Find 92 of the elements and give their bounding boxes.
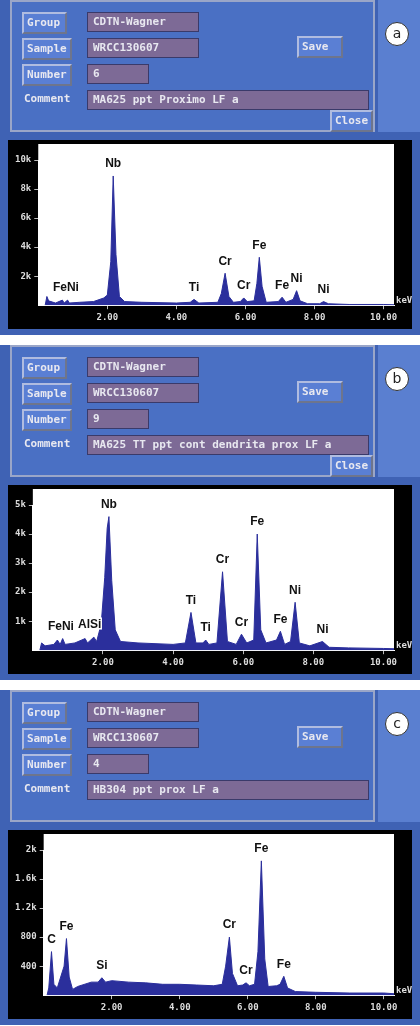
annotation: Ni — [290, 270, 303, 285]
y-tick-label: 4k — [14, 528, 27, 539]
annotation: Fe — [276, 956, 292, 971]
text: MA625 TT ppt cont dendrita prox LF a — [87, 435, 369, 455]
y-tick-label: 8k — [20, 183, 32, 194]
text: Save — [297, 381, 343, 403]
annotation: FeNi — [47, 618, 74, 633]
y-tick-label: 4k — [20, 241, 32, 252]
text: CDTN-Wagner — [87, 12, 199, 32]
annotation: Fe — [59, 918, 74, 933]
annotation: Ni — [317, 281, 330, 296]
x-axis-title: keV — [396, 295, 413, 306]
y-tick-label: 10k — [14, 154, 32, 165]
x-tick-label: 6.00 — [232, 656, 255, 667]
x-tick-label: 2.00 — [96, 311, 119, 322]
y-tick-label: 800 — [20, 931, 37, 942]
x-tick-label: 8.00 — [304, 1001, 327, 1012]
text: Number — [22, 409, 72, 431]
annotation: Ti — [185, 592, 197, 607]
annotation: Si — [96, 958, 108, 973]
text: Sample — [22, 38, 72, 60]
annotation: Cr — [218, 253, 233, 268]
text: Sample — [22, 728, 72, 750]
annotation: Nb — [100, 496, 117, 511]
annotation: Fe — [275, 277, 290, 292]
text: HB304 ppt prox LF a — [87, 780, 369, 800]
annotation: Fe — [252, 237, 267, 252]
text: Number — [22, 64, 72, 86]
text: MA625 ppt Proximo LF a — [87, 90, 369, 110]
text: Save — [297, 726, 343, 748]
annotation: C — [47, 931, 57, 946]
annotation: Cr — [239, 963, 254, 978]
y-tick-label: 1.2k — [14, 902, 38, 913]
annotation: Nb — [105, 156, 122, 171]
y-tick-label: 1k — [14, 615, 27, 626]
text: Group — [22, 357, 67, 379]
y-tick-label: 1.6k — [14, 873, 38, 884]
annotation: Cr — [234, 614, 249, 629]
x-tick-label: 2.00 — [92, 656, 114, 667]
y-tick-label: 400 — [20, 960, 37, 971]
annotation: Ni — [316, 621, 329, 636]
x-axis-title: keV — [396, 640, 413, 651]
annotation: Cr — [222, 917, 237, 932]
annotation: Ti — [200, 620, 211, 635]
annotation: Fe — [250, 514, 265, 529]
chart-title: a — [385, 22, 409, 46]
text: 9 — [87, 409, 149, 429]
annotation: AlSi — [77, 617, 102, 632]
x-tick-label: 8.00 — [302, 656, 325, 667]
x-tick-label: 2.00 — [100, 1001, 123, 1012]
annotation: Fe — [254, 841, 269, 856]
text: Comment — [24, 781, 72, 797]
x-tick-label: 4.00 — [162, 656, 184, 667]
y-tick-label: 2k — [20, 270, 32, 281]
chart-title: c — [385, 712, 409, 736]
x-tick-label: 10.00 — [369, 656, 398, 667]
text: Group — [22, 12, 67, 34]
text: Number — [22, 754, 72, 776]
y-tick-label: 6k — [20, 212, 32, 223]
x-tick-label: 4.00 — [165, 311, 188, 322]
text: WRCC130607 — [87, 728, 199, 748]
text: Close — [330, 110, 374, 132]
x-tick-label: 6.00 — [234, 311, 257, 322]
text: Group — [22, 702, 67, 724]
text: WRCC130607 — [87, 38, 199, 58]
y-tick-label: 2k — [14, 586, 27, 597]
y-tick-label: 3k — [14, 557, 27, 568]
annotation: Cr — [237, 278, 251, 293]
y-tick-label: 2k — [25, 844, 38, 855]
x-tick-label: 10.00 — [370, 311, 398, 322]
annotation: FeNi — [52, 280, 79, 295]
text: Comment — [24, 91, 72, 107]
x-tick-label: 10.00 — [370, 1001, 398, 1012]
y-tick-label: 5k — [14, 499, 27, 510]
text: CDTN-Wagner — [87, 702, 199, 722]
annotation: Ti — [188, 279, 200, 294]
chart-title: b — [385, 367, 409, 391]
annotation: Ni — [289, 582, 302, 597]
x-tick-label: 6.00 — [236, 1001, 259, 1012]
text: Comment — [24, 436, 72, 452]
x-tick-label: 4.00 — [168, 1001, 191, 1012]
annotation: Fe — [273, 611, 288, 626]
x-axis-title: keV — [396, 985, 413, 996]
text: 4 — [87, 754, 149, 774]
text: 6 — [87, 64, 149, 84]
text: Sample — [22, 383, 72, 405]
text: WRCC130607 — [87, 383, 199, 403]
text: Save — [297, 36, 343, 58]
annotation: Cr — [215, 552, 230, 567]
x-tick-label: 8.00 — [303, 311, 326, 322]
text: CDTN-Wagner — [87, 357, 199, 377]
text: Close — [330, 455, 374, 477]
